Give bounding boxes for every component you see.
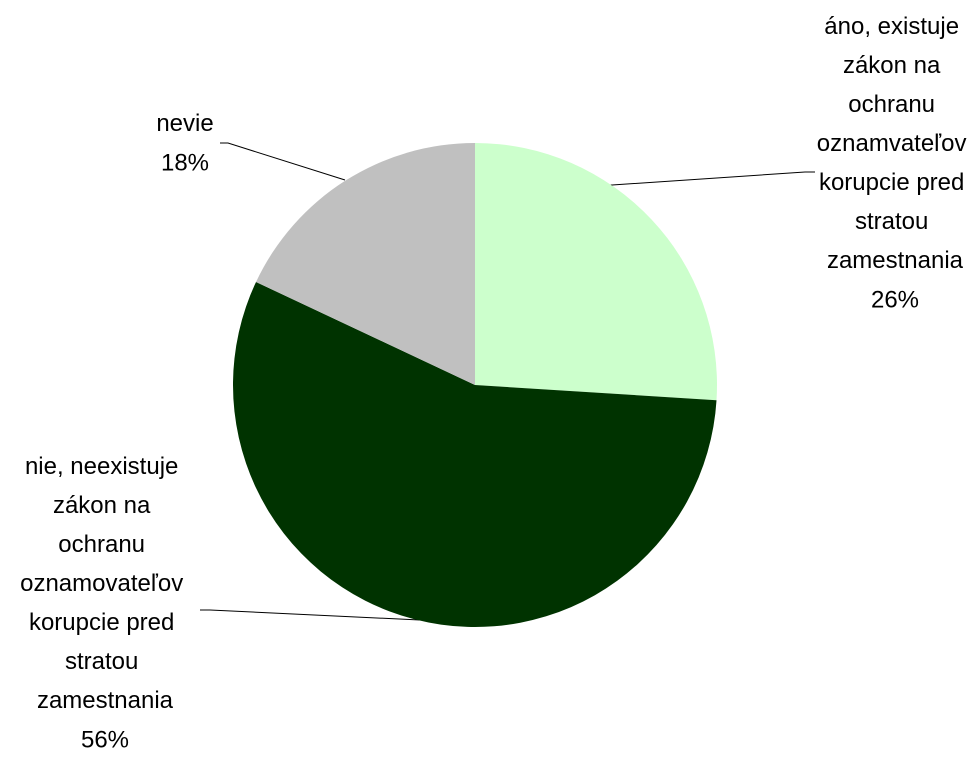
pie-slice [232,281,717,628]
leader-line [200,609,421,621]
pie-slice [256,143,475,385]
leader-line [567,171,815,189]
pie-slice [475,143,717,401]
slice-label: nevie [156,110,213,137]
value-label: 26% [871,286,919,313]
value-label: 56% [81,726,129,753]
slice-label: áno, existuje zákon na ochranu oznamvate… [817,13,973,274]
slice-label: nie, neexistuje zákon na ochranu oznamov… [20,453,190,714]
leader-line [220,142,346,181]
value-label: 18% [161,149,209,176]
